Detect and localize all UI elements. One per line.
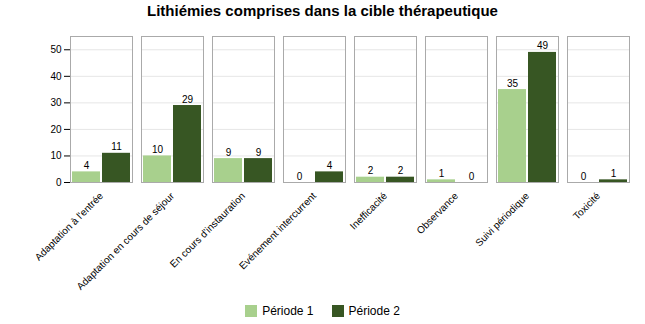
svg-text:11: 11 [111, 141, 122, 152]
svg-text:0: 0 [469, 171, 475, 182]
svg-text:Observance: Observance [414, 190, 460, 236]
svg-text:4: 4 [327, 160, 333, 171]
svg-text:Suivi périodique: Suivi périodique [473, 190, 531, 248]
svg-text:20: 20 [50, 124, 62, 135]
svg-text:9: 9 [256, 147, 262, 158]
svg-text:2: 2 [368, 165, 374, 176]
svg-text:Toxicité: Toxicité [571, 190, 603, 222]
svg-text:1: 1 [611, 168, 617, 179]
svg-text:Evénement intercurrent: Evénement intercurrent [237, 190, 318, 271]
html-text:Période 2: Période 2 [348, 304, 400, 318]
html-text:Lithiémies comprises dans la c: Lithiémies comprises dans la cible théra… [147, 2, 498, 19]
svg-text:9: 9 [226, 147, 232, 158]
svg-text:Adaptation à l'entrée: Adaptation à l'entrée [33, 190, 106, 263]
svg-text:0: 0 [56, 177, 62, 188]
svg-text:0: 0 [581, 171, 587, 182]
svg-text:10: 10 [152, 144, 164, 155]
html-text:Période 1: Période 1 [262, 304, 314, 318]
svg-text:4: 4 [84, 160, 90, 171]
svg-text:35: 35 [507, 78, 519, 89]
svg-text:0: 0 [297, 171, 303, 182]
svg-text:Adaptation en cours de séjour: Adaptation en cours de séjour [74, 190, 176, 292]
svg-text:40: 40 [50, 71, 62, 82]
svg-text:Inefficacité: Inefficacité [348, 190, 390, 232]
svg-text:49: 49 [537, 40, 549, 51]
svg-text:En cours d'instauration: En cours d'instauration [168, 190, 247, 269]
svg-text:29: 29 [182, 94, 194, 105]
svg-text:2: 2 [398, 165, 404, 176]
svg-text:1: 1 [439, 168, 445, 179]
svg-text:50: 50 [50, 44, 62, 55]
svg-text:30: 30 [50, 97, 62, 108]
svg-text:10: 10 [50, 150, 62, 161]
